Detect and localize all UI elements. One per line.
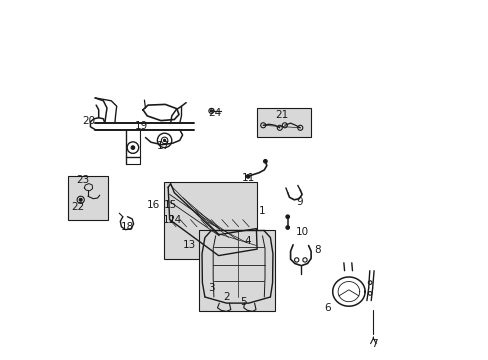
Text: 3: 3 [207,283,214,293]
Text: 24: 24 [208,108,221,118]
Text: 5: 5 [240,297,246,307]
Bar [257,108,310,137]
Text: 20: 20 [82,116,95,126]
Bar [199,230,275,311]
Text: 18: 18 [121,222,134,232]
Text: 21: 21 [275,110,288,120]
Circle shape [246,175,249,178]
Circle shape [210,110,212,112]
Text: 10: 10 [295,227,308,237]
Bar [68,176,107,220]
Circle shape [131,146,134,149]
Bar [163,182,257,259]
Circle shape [163,139,165,141]
Text: 17: 17 [157,141,170,151]
Text: 12: 12 [163,215,176,225]
Circle shape [79,198,82,201]
Text: 4: 4 [244,236,251,246]
Text: 19: 19 [135,121,148,131]
Text: 13: 13 [183,240,196,250]
Text: 11: 11 [241,173,254,183]
Text: 14: 14 [168,215,182,225]
Circle shape [285,215,289,219]
Text: 15: 15 [164,200,177,210]
Text: 16: 16 [147,200,160,210]
Text: 1: 1 [258,206,264,216]
Text: 22: 22 [71,202,84,212]
Text: 2: 2 [223,292,229,302]
Text: 23: 23 [77,175,90,185]
Text: 6: 6 [324,303,330,313]
Text: 9: 9 [296,197,302,207]
Circle shape [285,226,289,229]
Text: 8: 8 [314,245,320,255]
Text: 7: 7 [371,339,377,349]
Circle shape [263,159,266,163]
